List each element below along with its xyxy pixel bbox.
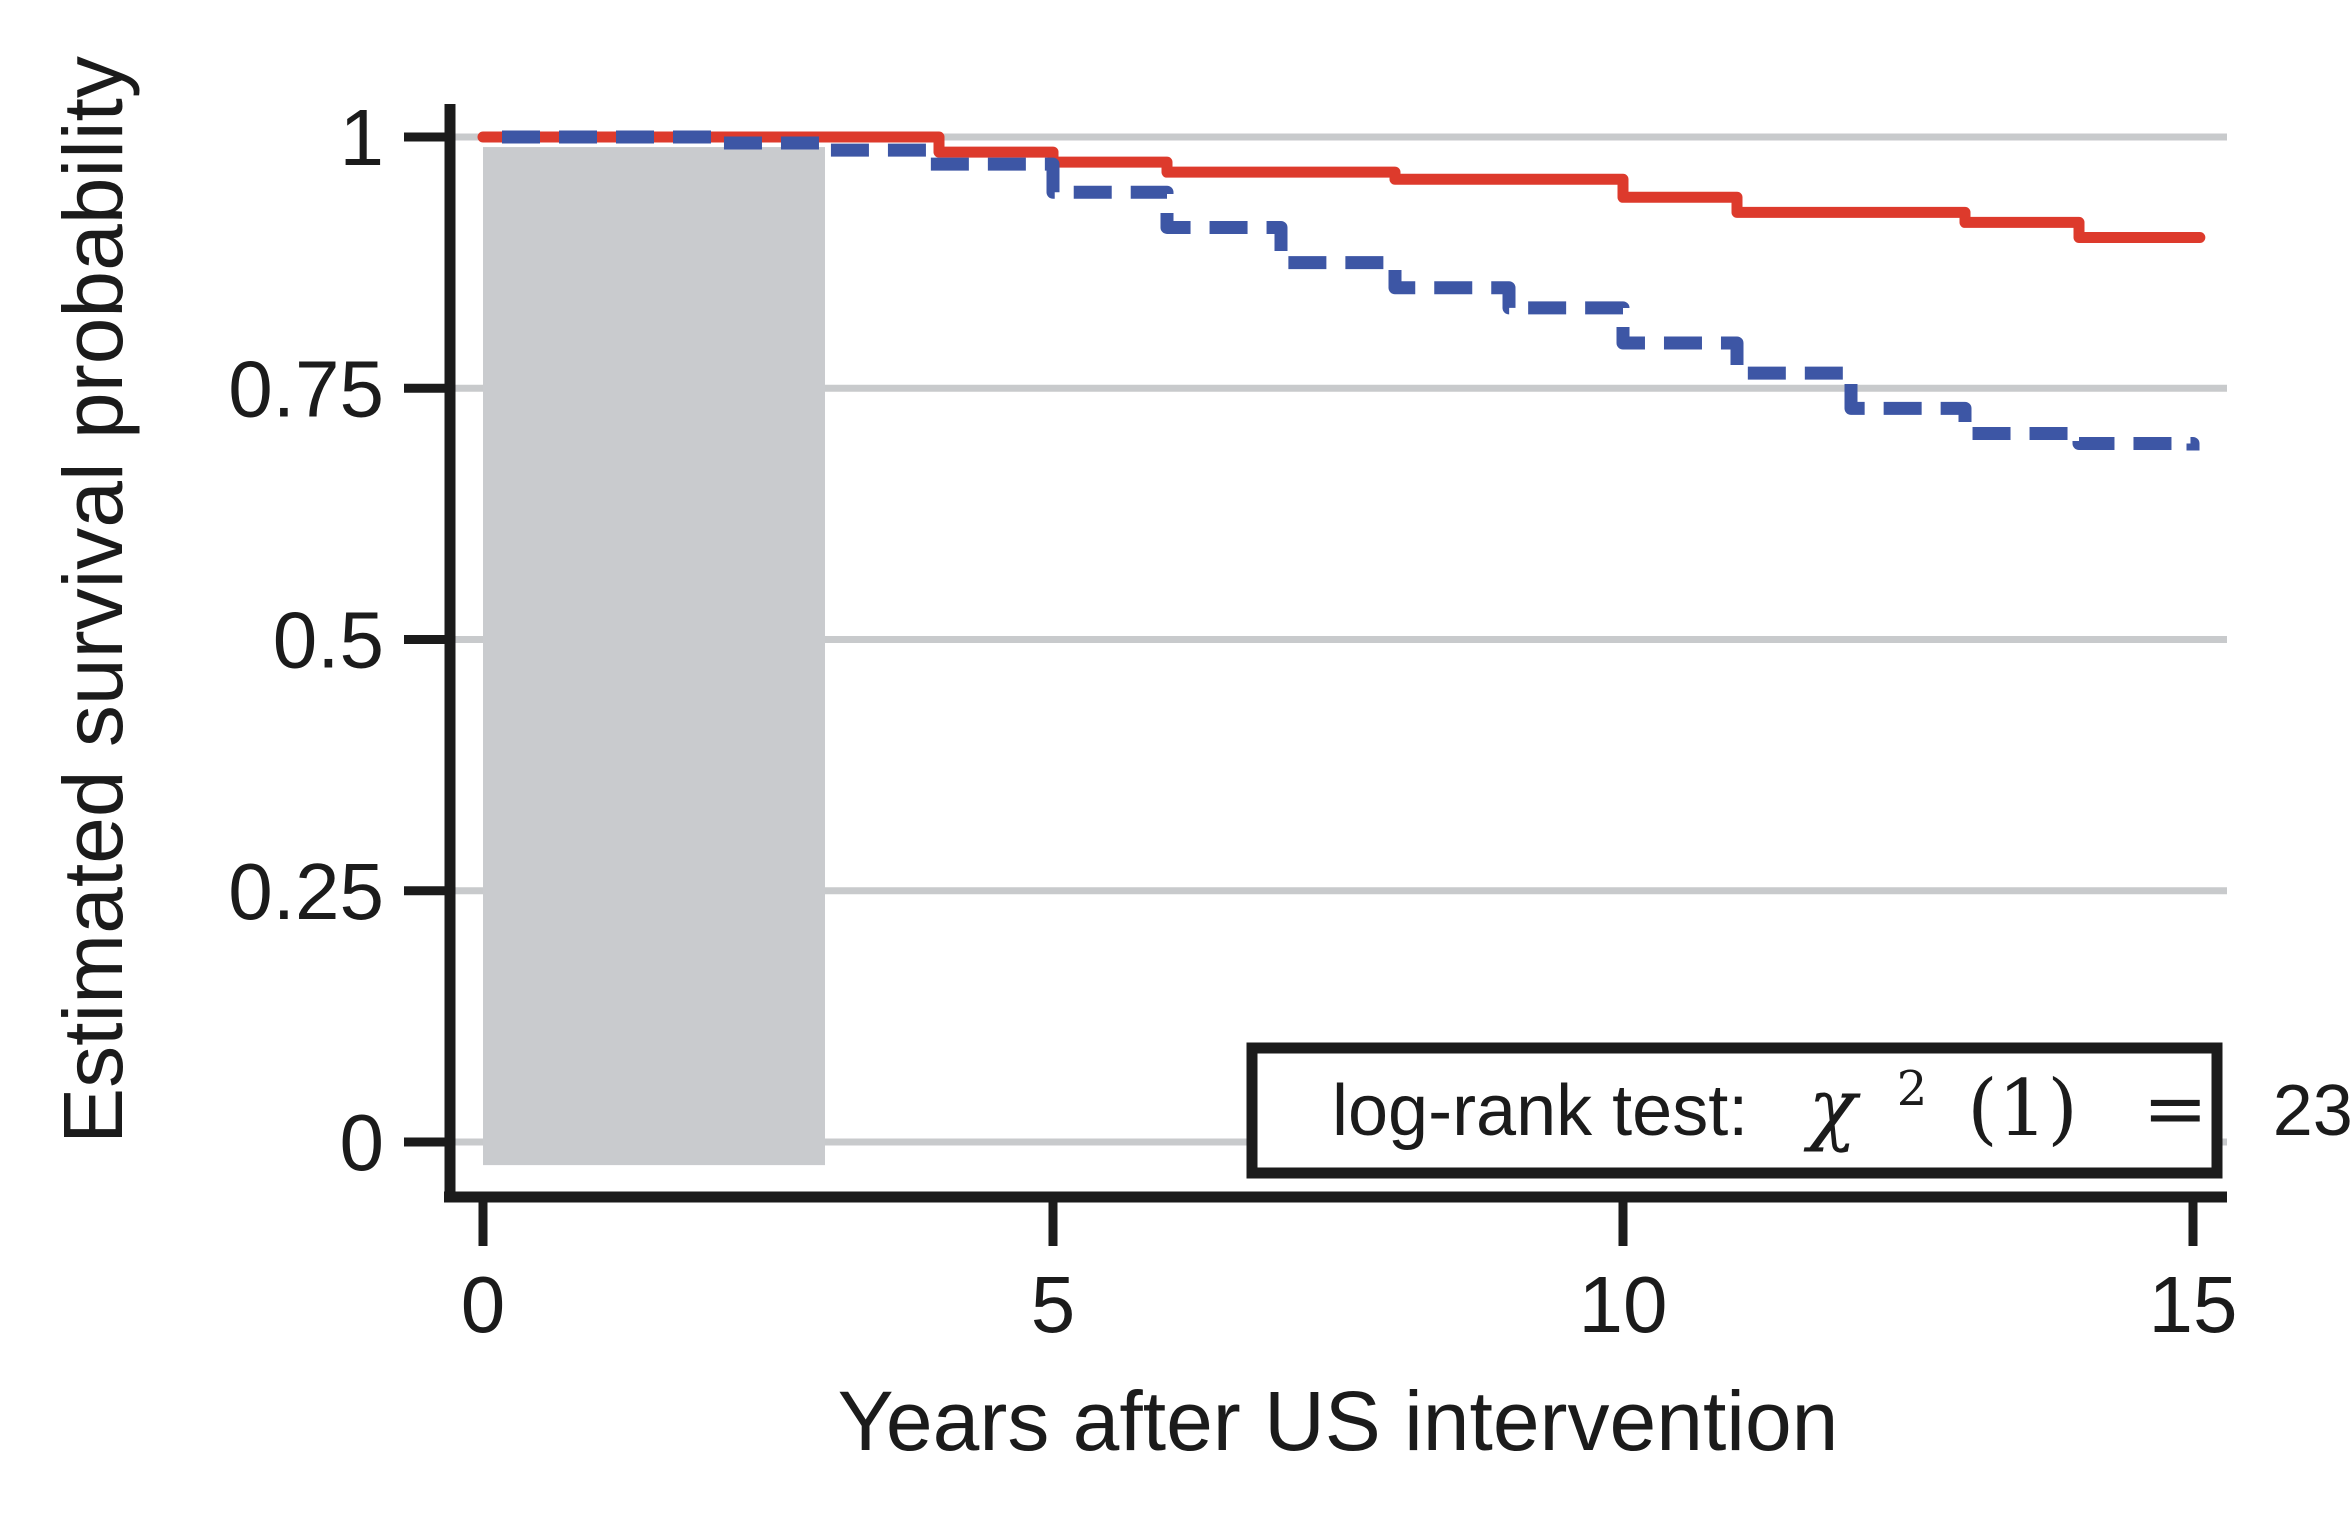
y-axis-ticks <box>404 132 446 1147</box>
chi-symbol: χ <box>1803 1061 1861 1154</box>
y-tick-label-1: 1 <box>340 93 385 182</box>
chi-exponent: 2 <box>1897 1061 1928 1117</box>
stat-prefix: log-rank test: <box>1332 1071 1768 1151</box>
x-axis-tick-labels: 0 5 10 15 <box>461 1260 2238 1349</box>
stat-df: (1) <box>1967 1064 2078 1154</box>
stat-box-border <box>1246 1042 2223 1179</box>
x-tick-label-5: 5 <box>1031 1260 1076 1349</box>
stat-box-text: log-rank test: χ 2 (1) = 23.02 <box>1292 1061 2350 1154</box>
axes: 1 0.75 0.5 0.25 0 0 5 10 15 <box>228 93 2237 1349</box>
stat-value: 23.02 <box>2273 1071 2350 1151</box>
y-tick-label-0.75: 0.75 <box>228 344 384 433</box>
x-axis-ticks <box>478 1202 2198 1246</box>
log-rank-stat-box: log-rank test: χ 2 (1) = 23.02 <box>1246 1042 2350 1179</box>
y-axis-title: Estimated survival probability <box>46 56 140 1144</box>
x-axis-title: Years after US intervention <box>838 1374 1839 1468</box>
y-tick-label-0.5: 0.5 <box>273 596 384 685</box>
y-tick-label-0.25: 0.25 <box>228 847 384 936</box>
x-tick-label-0: 0 <box>461 1260 506 1349</box>
series-red-solid-line <box>477 131 2206 243</box>
x-tick-label-15: 15 <box>2149 1260 2238 1349</box>
shaded-region-0-3-years <box>483 147 825 1166</box>
x-tick-label-10: 10 <box>1579 1260 1668 1349</box>
y-tick-label-0: 0 <box>340 1098 385 1187</box>
stat-equals: = <box>2118 1064 2233 1154</box>
y-axis-tick-labels: 1 0.75 0.5 0.25 0 <box>228 93 384 1187</box>
series-blue-dashed-line <box>483 130 2200 451</box>
